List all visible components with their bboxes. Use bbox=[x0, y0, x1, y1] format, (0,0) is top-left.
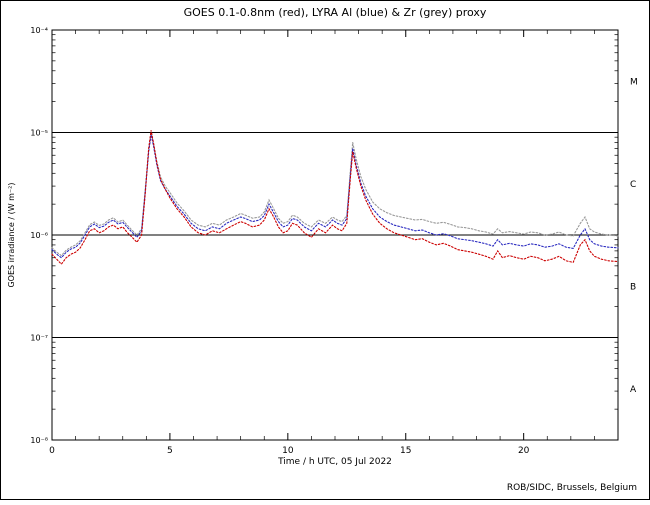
x-tick-label: 0 bbox=[49, 446, 55, 456]
series-goes bbox=[51, 130, 619, 265]
x-tick-label: 10 bbox=[282, 446, 294, 456]
flare-class-label-A: A bbox=[630, 385, 637, 395]
x-axis-label: Time / h UTC, 05 Jul 2022 bbox=[277, 457, 392, 467]
y-tick-label: 10⁻⁶ bbox=[30, 231, 48, 240]
y-tick-label: 10⁻⁸ bbox=[30, 436, 48, 445]
x-axis: 0 5 10 15 20 bbox=[49, 30, 619, 456]
credit-text: ROB/SIDC, Brussels, Belgium bbox=[507, 483, 637, 493]
flare-class-label-M: M bbox=[630, 77, 638, 87]
x-tick-label: 15 bbox=[400, 446, 411, 456]
series-lyra-al bbox=[51, 134, 619, 259]
y-tick-label: 10⁻⁴ bbox=[30, 26, 48, 35]
y-tick-label: 10⁻⁵ bbox=[30, 129, 48, 138]
y-tick-label: 10⁻⁷ bbox=[30, 334, 48, 343]
plot-area: 10⁻⁴ 10⁻⁵ 10⁻⁶ 10⁻⁷ 10⁻⁸0 5 10 15 20 M C B A bbox=[30, 26, 637, 456]
flare-class-label-B: B bbox=[630, 282, 636, 292]
series-lyra-zr bbox=[51, 132, 619, 257]
flare-class-label-C: C bbox=[630, 180, 636, 190]
y-axis-label: GOES irradiance / (W m⁻²) bbox=[7, 182, 16, 287]
x-tick-label: 20 bbox=[518, 446, 530, 456]
chart-title: GOES 0.1-0.8nm (red), LYRA Al (blue) & Z… bbox=[184, 6, 487, 19]
x-tick-label: 5 bbox=[167, 446, 173, 456]
